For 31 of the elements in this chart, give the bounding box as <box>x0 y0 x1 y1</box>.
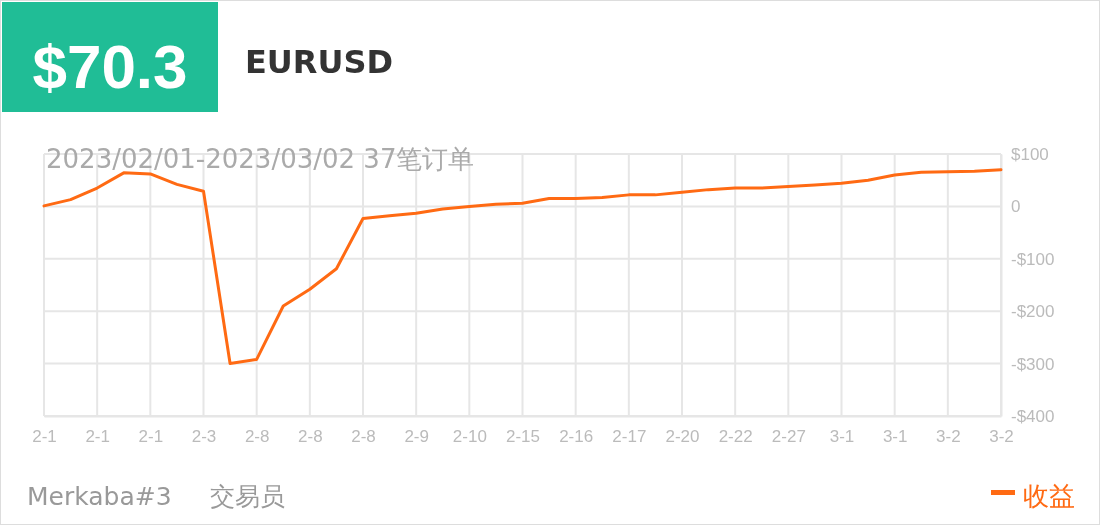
y-tick-label: -$200 <box>1011 302 1055 322</box>
x-tick-label: 2-1 <box>85 427 110 447</box>
x-tick-label: 3-2 <box>989 427 1014 447</box>
chart-subtitle: 2023/02/01-2023/03/02 37笔订单 <box>46 144 475 174</box>
x-tick-label: 2-15 <box>505 427 541 447</box>
x-tick-label: 2-20 <box>665 427 700 447</box>
x-tick-label: 2-8 <box>244 427 270 447</box>
y-tick-label: $100 <box>1011 144 1049 164</box>
x-tick-label: 2-17 <box>612 427 647 447</box>
x-tick-label: 2-27 <box>771 427 806 447</box>
x-tick-label: 2-8 <box>351 427 376 447</box>
x-tick-label: 2-16 <box>559 427 594 447</box>
y-tick-label: -$100 <box>1011 249 1055 269</box>
x-tick-label: 3-1 <box>882 427 908 447</box>
x-tick-label: 2-10 <box>452 427 487 447</box>
text: Merkaba#3 <box>27 482 172 511</box>
x-tick-label: 2-22 <box>718 427 753 447</box>
text: 交易员 <box>210 482 285 511</box>
x-tick-label: 2-1 <box>32 427 57 447</box>
y-tick-label: 0 <box>1011 197 1021 217</box>
value-badge: $70.3 <box>2 2 218 112</box>
x-tick-label: 2-3 <box>191 427 217 447</box>
y-tick-label: -$300 <box>1011 354 1055 374</box>
x-tick-label: 3-2 <box>936 427 961 447</box>
x-tick-label: 2-1 <box>138 427 164 447</box>
chart-title: EURUSD <box>245 43 394 81</box>
y-tick-label: -$400 <box>1011 406 1055 426</box>
x-tick-label: 3-1 <box>829 427 855 447</box>
x-tick-label: 2-9 <box>404 427 429 447</box>
legend-label: 收益 <box>1023 481 1075 511</box>
x-tick-label: 2-8 <box>298 427 323 447</box>
